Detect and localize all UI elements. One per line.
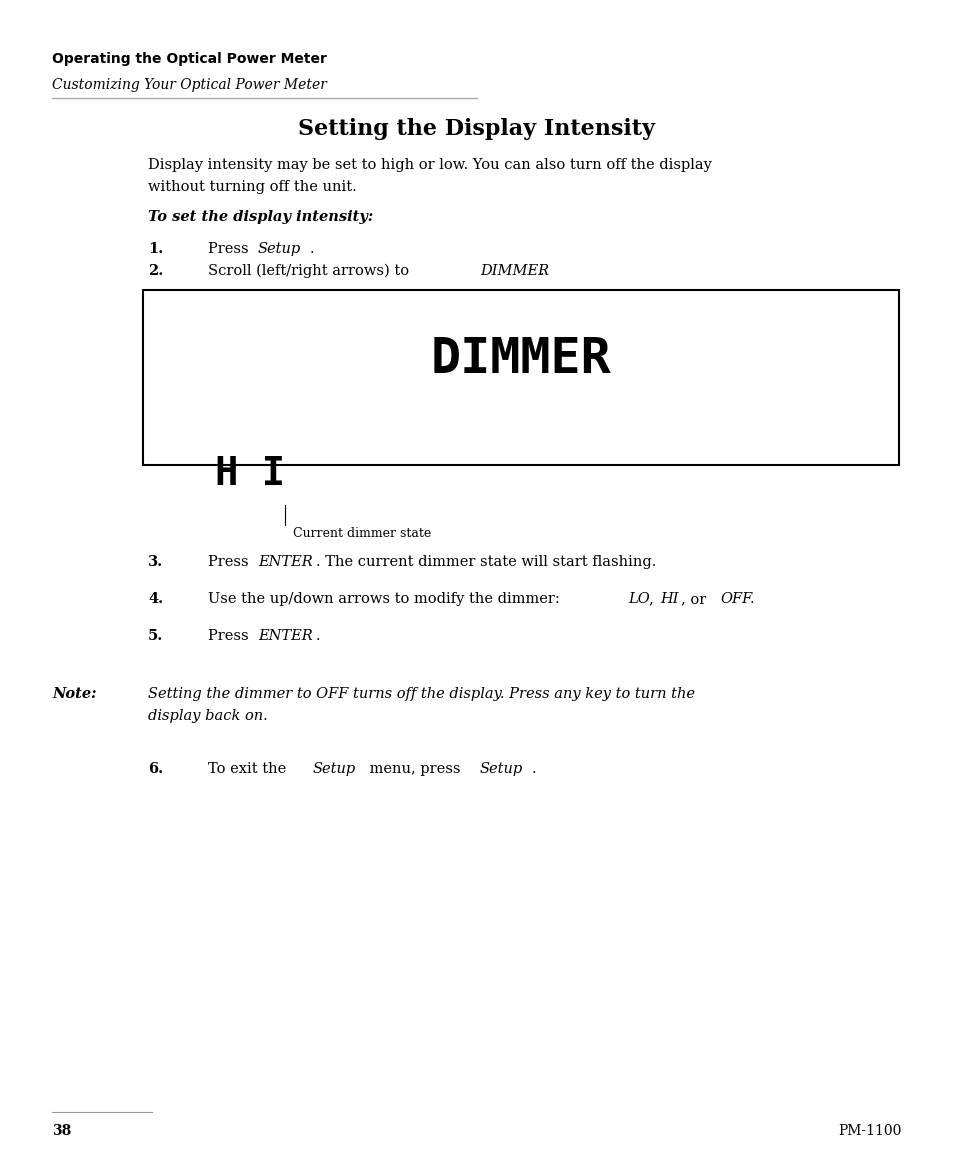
Text: HI: HI	[659, 592, 678, 606]
Text: PM-1100: PM-1100	[838, 1124, 901, 1138]
Text: 3.: 3.	[148, 555, 163, 569]
Text: 1.: 1.	[148, 242, 163, 256]
Text: , or: , or	[680, 592, 710, 606]
Text: display back on.: display back on.	[148, 709, 268, 723]
Text: DIMMER: DIMMER	[430, 335, 611, 382]
Text: menu, press: menu, press	[365, 761, 465, 777]
Text: 2.: 2.	[148, 264, 163, 278]
Text: OFF: OFF	[720, 592, 752, 606]
Text: Setup: Setup	[313, 761, 355, 777]
Text: 6.: 6.	[148, 761, 163, 777]
Text: Setting the dimmer to OFF turns off the display. Press any key to turn the: Setting the dimmer to OFF turns off the …	[148, 687, 695, 701]
Text: ENTER: ENTER	[257, 555, 313, 569]
Text: Customizing Your Optical Power Meter: Customizing Your Optical Power Meter	[52, 78, 327, 92]
Text: To set the display intensity:: To set the display intensity:	[148, 210, 373, 224]
Text: .: .	[539, 264, 544, 278]
Text: Operating the Optical Power Meter: Operating the Optical Power Meter	[52, 52, 327, 66]
Text: .: .	[749, 592, 754, 606]
Text: Setup: Setup	[257, 242, 301, 256]
Text: Note:: Note:	[52, 687, 96, 701]
Text: Use the up/down arrows to modify the dimmer:: Use the up/down arrows to modify the dim…	[208, 592, 564, 606]
Text: .: .	[315, 629, 320, 643]
Text: 4.: 4.	[148, 592, 163, 606]
Text: Setup: Setup	[479, 761, 522, 777]
Text: Press: Press	[208, 242, 253, 256]
Text: ENTER: ENTER	[257, 629, 313, 643]
Text: 5.: 5.	[148, 629, 163, 643]
Text: Press: Press	[208, 555, 253, 569]
Text: DIMMER: DIMMER	[479, 264, 549, 278]
Text: Setting the Display Intensity: Setting the Display Intensity	[298, 118, 655, 140]
Text: 38: 38	[52, 1124, 71, 1138]
Text: Scroll (left/right arrows) to: Scroll (left/right arrows) to	[208, 264, 414, 278]
Text: To exit the: To exit the	[208, 761, 291, 777]
Text: .: .	[532, 761, 536, 777]
Text: Display intensity may be set to high or low. You can also turn off the display: Display intensity may be set to high or …	[148, 158, 711, 172]
Text: ,: ,	[648, 592, 658, 606]
Text: .: .	[310, 242, 314, 256]
Text: Current dimmer state: Current dimmer state	[293, 527, 431, 540]
Bar	[143, 290, 898, 465]
Text: without turning off the unit.: without turning off the unit.	[148, 180, 356, 194]
Text: Press: Press	[208, 629, 253, 643]
Text: LO: LO	[627, 592, 649, 606]
Text: H I: H I	[214, 455, 285, 493]
Text: . The current dimmer state will start flashing.: . The current dimmer state will start fl…	[315, 555, 656, 569]
